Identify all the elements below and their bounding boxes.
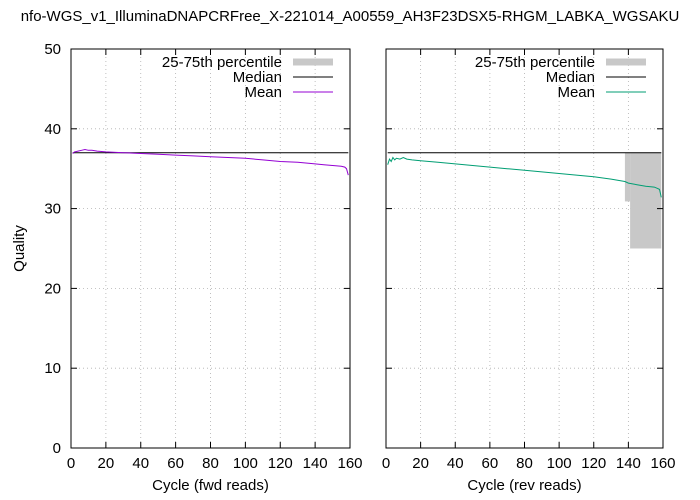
panel-fwd: 0 20 40 60 80 100 120 140 160 0 10 20 30 40 50 Cycle (f… [11, 41, 363, 494]
legend-swatch-iqr [293, 58, 333, 66]
legend-label: Mean [244, 84, 282, 101]
y-axis-label: Quality [11, 225, 28, 272]
mean-line [387, 156, 662, 198]
plot-frame [385, 48, 664, 449]
x-tick-label: 120 [581, 455, 606, 472]
iqr-box [624, 152, 631, 202]
legend-label: Mean [557, 84, 595, 101]
legend-label: Median [546, 69, 595, 86]
x-tick-label: 140 [616, 455, 641, 472]
y-tick-label: 40 [44, 121, 61, 138]
x-tick-label: 100 [233, 455, 258, 472]
y-tick-label: 10 [44, 360, 61, 377]
chart-title: nfo-WGS_v1_IlluminaDNAPCRFree_X-221014_A… [21, 8, 680, 25]
panel-rev: 0 20 40 60 80 100 120 140 160 Cycle (rev reads) 25… [382, 48, 676, 494]
x-tick-label: 40 [447, 455, 464, 472]
legend-swatch-iqr [606, 58, 646, 66]
x-tick-label: 80 [516, 455, 533, 472]
x-axis-label: Cycle (fwd reads) [152, 477, 269, 494]
legend-label: 25-75th percentile [475, 54, 595, 71]
legend-label: Median [233, 69, 282, 86]
x-tick-label: 100 [547, 455, 572, 472]
x-tick-label: 40 [132, 455, 149, 472]
mean-line [72, 148, 349, 176]
plot-frame [70, 48, 351, 449]
x-tick-label: 160 [650, 455, 675, 472]
y-tick-label: 20 [44, 280, 61, 297]
x-tick-label: 80 [202, 455, 219, 472]
x-tick-label: 0 [67, 455, 75, 472]
x-tick-label: 140 [303, 455, 328, 472]
iqr-box [630, 152, 662, 249]
x-tick-label: 120 [268, 455, 293, 472]
x-tick-label: 60 [482, 455, 499, 472]
y-tick-label: 0 [53, 440, 61, 457]
legend-label: 25-75th percentile [162, 54, 282, 71]
x-tick-label: 160 [337, 455, 362, 472]
x-tick-label: 60 [167, 455, 184, 472]
x-axis-label: Cycle (rev reads) [467, 477, 581, 494]
x-tick-label: 0 [382, 455, 390, 472]
y-tick-label: 30 [44, 201, 61, 218]
x-tick-label: 20 [98, 455, 115, 472]
y-tick-label: 50 [44, 41, 61, 58]
x-tick-label: 20 [412, 455, 429, 472]
